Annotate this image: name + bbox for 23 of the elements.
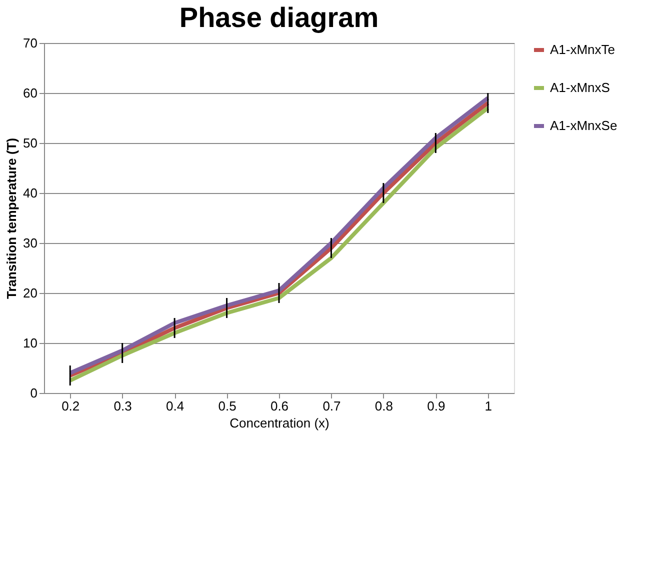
x-tick-label: 0.2: [62, 398, 80, 414]
y-axis-title: Transition temperature (T): [4, 138, 20, 300]
legend-label: A1-xMnxS: [550, 80, 610, 95]
y-tick-label: 60: [23, 86, 38, 100]
legend-label: A1-xMnxTe: [550, 42, 616, 57]
x-tick-label: 1: [484, 398, 492, 414]
x-tick-label: 0.4: [166, 398, 184, 414]
x-tick-label: 0.9: [427, 398, 446, 414]
y-tick-label: 20: [23, 286, 38, 300]
y-tick-label: 30: [23, 236, 38, 250]
y-tick-label: 10: [23, 336, 38, 350]
x-tick-label: 0.8: [374, 398, 393, 414]
chart-title: Phase diagram: [179, 2, 379, 33]
legend-label: A1-xMnxSe: [550, 118, 618, 133]
x-tick-label: 0.7: [322, 398, 341, 414]
y-tick-label: 40: [23, 186, 38, 200]
x-axis-title: Concentration (x): [230, 416, 330, 430]
x-tick-label: 0.6: [270, 398, 289, 414]
x-tick-label: 0.3: [114, 398, 132, 414]
x-tick-label: 0.5: [218, 398, 236, 414]
y-tick-label: 50: [23, 136, 38, 150]
y-tick-label: 0: [30, 386, 38, 400]
y-tick-label: 70: [23, 36, 38, 50]
